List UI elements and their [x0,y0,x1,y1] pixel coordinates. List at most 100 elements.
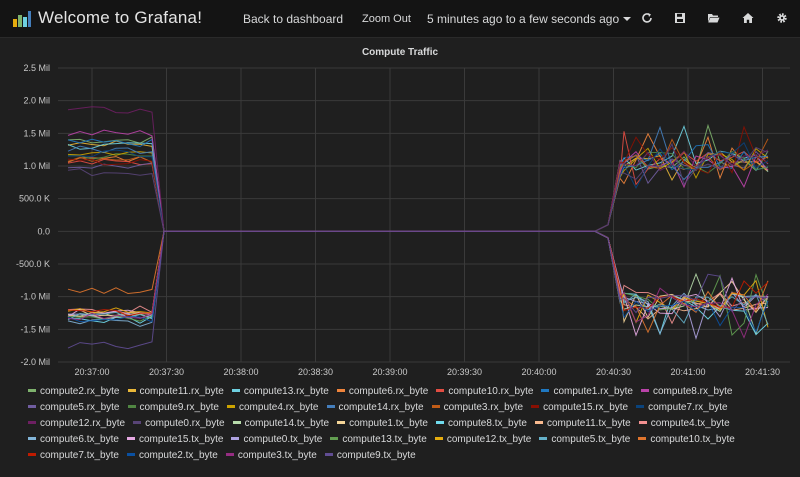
legend-item[interactable]: compute9.tx_byte [324,448,416,464]
x-tick-label: 20:40:00 [521,367,556,377]
open-dashboard-button[interactable] [705,10,721,26]
x-tick-label: 20:39:30 [447,367,482,377]
legend-label: compute0.rx_byte [145,418,225,429]
legend-item[interactable]: compute0.tx_byte [231,432,322,448]
y-tick-label: -500.0 K [16,259,50,269]
series-line-compute1-rx-byte [67,138,769,232]
legend-item[interactable]: compute2.rx_byte [28,384,120,400]
legend-swatch [434,436,443,440]
legend-item[interactable]: compute8.rx_byte [640,384,733,400]
legend-label: compute14.rx_byte [338,402,424,413]
series-line-compute2-tx-byte [67,230,769,334]
y-tick-label: 0.0 [37,226,50,236]
legend-swatch [324,452,333,456]
legend-label: compute8.rx_byte [652,386,733,397]
compute-traffic-chart[interactable]: Compute Traffic 2.5 Mil 2.0 Mil 1.5 Mil 1.0 … [0,38,800,378]
legend-item[interactable]: compute11.rx_byte [127,384,224,400]
legend-swatch [638,436,647,440]
legend-label: compute2.tx_byte [138,450,218,461]
legend-label: compute9.rx_byte [139,402,220,413]
legend-item[interactable]: compute7.tx_byte [28,448,119,464]
x-tick-label: 20:38:00 [223,367,258,377]
legend-swatch [431,404,440,408]
legend-swatch [28,452,36,456]
legend-label: compute15.tx_byte [138,434,224,445]
legend-label: compute13.rx_byte [243,386,329,397]
legend-swatch [638,420,647,424]
legend-item[interactable]: compute5.rx_byte [28,400,120,416]
legend-swatch [337,420,346,424]
legend-swatch [436,420,444,424]
series-line-compute7-tx-byte [67,230,769,317]
legend-item[interactable]: compute13.tx_byte [330,432,427,448]
chart-title: Compute Traffic [362,47,439,58]
legend-item[interactable]: compute9.rx_byte [127,400,220,416]
legend-item[interactable]: compute12.tx_byte [434,432,531,448]
home-button[interactable] [740,10,756,26]
save-button[interactable] [672,10,688,26]
legend-label: compute15.rx_byte [543,402,629,413]
series-line-compute13-tx-byte [67,230,769,337]
legend-label: compute8.tx_byte [448,418,527,429]
series-line-compute11-rx-byte [67,140,769,232]
legend-item[interactable]: compute15.tx_byte [126,432,224,448]
refresh-icon [642,13,652,23]
y-tick-label: 1.5 Mil [23,128,50,138]
legend-item[interactable]: compute10.tx_byte [638,432,735,448]
legend-item[interactable]: compute2.tx_byte [126,448,218,464]
settings-button[interactable] [774,10,790,26]
legend-item[interactable]: compute13.rx_byte [231,384,329,400]
legend-item[interactable]: compute6.tx_byte [28,432,119,448]
legend-item[interactable]: compute4.rx_byte [227,400,319,416]
legend-swatch [541,388,550,392]
legend-item[interactable]: compute15.rx_byte [531,400,628,416]
legend-swatch [436,388,445,392]
series-line-compute8-rx-byte [67,129,769,232]
legend-item[interactable]: compute1.rx_byte [541,384,633,400]
legend-label: compute0.tx_byte [243,434,323,445]
legend-item[interactable]: compute6.rx_byte [336,384,428,400]
legend-label: compute12.rx_byte [40,418,126,429]
legend-label: compute3.tx_byte [237,450,317,461]
series-line-compute13-rx-byte [67,124,769,232]
legend-item[interactable]: compute0.rx_byte [133,416,225,432]
series-line-compute2-rx-byte [67,123,769,232]
legend-swatch [28,404,36,408]
series-line-compute8-tx-byte [67,230,769,336]
y-tick-label: -1.5 Mil [20,324,50,334]
legend-item[interactable]: compute8.tx_byte [436,416,527,432]
legend-swatch [28,420,36,424]
series-line-compute6-rx-byte [67,132,769,232]
top-navbar: Welcome to Grafana! Back to dashboard Zo… [0,0,800,38]
legend-label: compute10.rx_byte [448,386,534,397]
legend-swatch [636,404,645,408]
legend-swatch [330,436,339,440]
series-line-compute4-rx-byte [67,147,769,232]
legend-item[interactable]: compute3.rx_byte [431,400,523,416]
brand[interactable]: Welcome to Grafana! [12,5,202,31]
legend-item[interactable]: compute4.tx_byte [638,416,730,432]
legend-item[interactable]: compute14.rx_byte [326,400,424,416]
back-to-dashboard-link[interactable]: Back to dashboard [243,11,344,26]
series-line-compute14-rx-byte [67,125,769,232]
legend-item[interactable]: compute5.tx_byte [539,432,630,448]
legend-label: compute14.tx_byte [244,418,330,429]
time-range-picker[interactable]: 5 minutes ago to a few seconds ago [427,0,632,37]
zoom-out-button[interactable]: Zoom Out [362,12,411,25]
legend-label: compute13.tx_byte [342,434,427,445]
legend-item[interactable]: compute11.tx_byte [534,416,631,432]
legend-item[interactable]: compute10.rx_byte [436,384,533,400]
legend-swatch [534,420,543,424]
refresh-button[interactable] [639,10,655,26]
legend-label: compute7.rx_byte [648,402,728,413]
legend-swatch [531,404,540,408]
legend-item[interactable]: compute1.tx_byte [337,416,428,432]
legend-swatch [231,436,240,440]
legend-item[interactable]: compute7.rx_byte [636,400,728,416]
legend-item[interactable]: compute3.tx_byte [225,448,317,464]
series-line-compute4-tx-byte [67,230,769,325]
legend-item[interactable]: compute14.tx_byte [232,416,330,432]
folder-open-icon [707,14,719,23]
legend-item[interactable]: compute12.rx_byte [28,416,125,432]
series-line-compute5-tx-byte [67,230,769,325]
